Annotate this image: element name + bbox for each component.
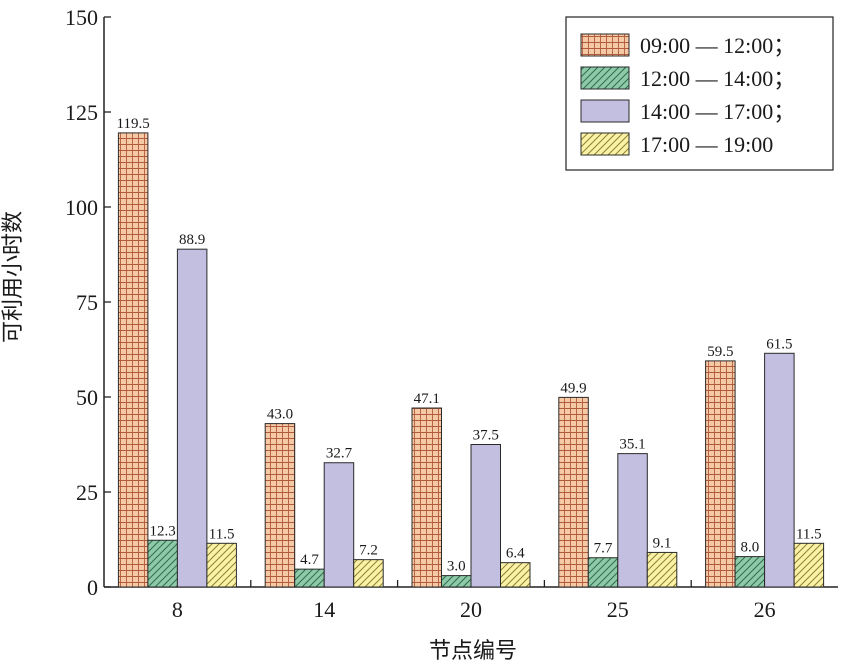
x-tick-label: 14 [313, 597, 335, 622]
x-tick-label: 26 [754, 597, 776, 622]
data-label: 3.0 [447, 559, 466, 575]
data-label: 12.3 [150, 523, 176, 539]
bar-series-4-node-14 [353, 559, 384, 588]
data-label: 11.5 [796, 526, 822, 542]
data-label: 7.7 [594, 541, 613, 557]
data-label: 7.2 [359, 543, 378, 559]
data-label: 8.0 [740, 540, 759, 556]
y-tick-label: 150 [65, 5, 98, 30]
data-label: 43.0 [267, 407, 293, 423]
legend-label: 12:00 — 14:00； [640, 66, 795, 91]
bar-series-2-node-8 [147, 539, 178, 588]
y-axis-label: 可利用小时数 [0, 211, 25, 343]
data-labels: 119.5 43.0 47.1 49.9 59.5 12.3 4.7 3.0 7.7 8.0 88.… [117, 116, 822, 575]
bar-series-2-node-25 [587, 557, 619, 588]
y-tick-label: 25 [76, 480, 98, 505]
legend-swatch [580, 33, 630, 57]
bar-series-3-node-8 [176, 248, 208, 588]
bar-series-1-node-14 [264, 423, 296, 588]
data-label: 37.5 [473, 428, 499, 444]
data-label: 119.5 [117, 116, 150, 132]
legend-swatch [580, 99, 630, 123]
x-axis-label: 节点编号 [429, 638, 517, 663]
data-label: 9.1 [653, 535, 672, 551]
data-label: 88.9 [179, 232, 205, 248]
legend-swatch [580, 66, 630, 90]
bar-series-3-node-14 [323, 462, 355, 588]
bar-series-1-node-25 [558, 396, 589, 588]
data-label: 49.9 [560, 380, 586, 396]
bar-series-4-node-25 [646, 551, 678, 588]
data-label: 35.1 [619, 437, 645, 453]
data-label: 6.4 [506, 546, 525, 562]
y-tick-label: 75 [76, 290, 98, 315]
legend: 09:00 — 12:00； 12:00 — 14:00； 14:00 — 17:0… [565, 16, 834, 171]
bar-series-1-node-26 [705, 360, 736, 588]
bar-series-4-node-26 [793, 542, 825, 588]
data-label: 11.5 [209, 526, 235, 542]
legend-label: 17:00 — 19:00 [640, 132, 773, 157]
data-label: 61.5 [766, 336, 792, 352]
x-tick-label: 8 [172, 597, 183, 622]
legend-label: 14:00 — 17:00； [640, 99, 795, 124]
bar-series-2-node-26 [734, 556, 766, 588]
bar-series-3-node-25 [617, 453, 648, 588]
x-tick-label: 20 [460, 597, 482, 622]
legend-swatch [580, 132, 630, 156]
x-tick-label: 25 [607, 597, 629, 622]
bars [117, 132, 825, 588]
y-tick-label: 100 [65, 195, 98, 220]
data-label: 4.7 [300, 552, 319, 568]
bar-series-3-node-20 [470, 444, 501, 588]
legend-label: 09:00 — 12:00； [640, 33, 795, 58]
data-label: 32.7 [326, 446, 353, 462]
bar-series-2-node-14 [294, 568, 325, 588]
data-label: 47.1 [414, 391, 440, 407]
y-tick-label: 125 [65, 100, 98, 125]
bar-series-4-node-20 [500, 562, 531, 588]
bar-series-3-node-26 [764, 352, 795, 588]
y-axis: 0 25 50 75 100 125 150 [65, 5, 111, 600]
data-label: 59.5 [707, 344, 733, 360]
bar-series-2-node-20 [441, 575, 472, 588]
bar-series-4-node-8 [206, 542, 237, 588]
bar-series-1-node-20 [411, 407, 442, 588]
y-tick-label: 0 [87, 575, 98, 600]
bar-series-1-node-8 [117, 132, 149, 588]
y-tick-label: 50 [76, 385, 98, 410]
